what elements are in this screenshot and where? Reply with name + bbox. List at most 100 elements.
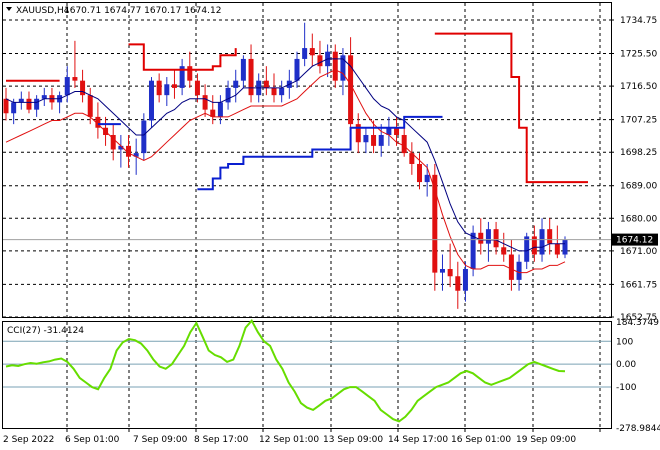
candle-body (340, 55, 346, 81)
candle-body (501, 247, 507, 255)
candle-body (148, 80, 154, 121)
candle-body (34, 98, 40, 110)
candle-body (248, 58, 254, 96)
candle-body (87, 95, 93, 117)
candle-body (348, 55, 354, 125)
candle-body (485, 229, 491, 244)
candle-body (424, 174, 430, 183)
candle-body (141, 120, 147, 154)
cci-series (5, 318, 566, 423)
candle-body (240, 58, 246, 81)
candle-body (394, 127, 400, 135)
candle-body (455, 276, 461, 291)
supertrend-down-line (434, 32, 588, 184)
candle-body (447, 269, 453, 277)
candle-body (126, 145, 132, 157)
indicator-label: CCI(27) -31.4124 (7, 326, 84, 336)
candle-body (432, 174, 438, 273)
candle-body (332, 51, 338, 81)
time-tick-label: 6 Sep 01:00 (65, 435, 120, 445)
collapse-triangle-icon[interactable] (6, 7, 12, 11)
time-tick-label: 16 Sep 01:00 (451, 435, 511, 445)
candle-body (26, 98, 32, 110)
candle-body (562, 240, 568, 255)
grid-main (3, 3, 611, 318)
candle-body (371, 134, 377, 146)
candle-body (302, 48, 308, 59)
candle-body (225, 87, 231, 103)
moving-average-line (5, 58, 565, 252)
price-tick-label: 1707.25 (620, 116, 657, 126)
overlay-lines (5, 32, 588, 274)
cci-levels (3, 340, 611, 388)
candle-body (547, 229, 553, 244)
price-tick-label: 1689.00 (620, 182, 657, 192)
price-tick-label: 1671.00 (620, 247, 657, 257)
candle-body (493, 229, 499, 248)
indicator-tick-label: 0.00 (616, 360, 636, 370)
candle-body (233, 80, 239, 88)
candle-body (164, 84, 170, 96)
candle-body (41, 95, 47, 99)
candle-body (179, 66, 185, 88)
candle-body (478, 232, 484, 244)
candle-body (401, 134, 407, 154)
supertrend-down-line (128, 43, 237, 71)
supertrend-up-line (197, 115, 443, 191)
candle-body (171, 84, 177, 88)
candle-body (64, 77, 70, 96)
indicator-panel (2, 321, 612, 429)
price-tick-label: 1698.25 (620, 148, 657, 158)
candle-body (72, 77, 78, 81)
indicator-tick-label: 184.3749 (616, 318, 659, 328)
price-tick-label: 1716.50 (620, 82, 657, 92)
candle-body (202, 95, 208, 110)
candle-body (279, 87, 285, 96)
price-tag-text: 1674.12 (616, 236, 653, 246)
candle-body (531, 236, 537, 255)
candle-body (95, 116, 101, 128)
candle-body (386, 127, 392, 135)
time-tick-label: 14 Sep 17:00 (388, 435, 448, 445)
candle-body (187, 66, 193, 81)
price-tick-label: 1661.75 (620, 280, 657, 290)
time-tick-label: 13 Sep 09:00 (323, 435, 383, 445)
candle-body (80, 80, 86, 96)
candle-body (271, 87, 277, 96)
time-tick-label: 19 Sep 09:00 (516, 435, 576, 445)
header: XAUUSD,H4 1670.71 1674.77 1670.17 1674.1… (6, 6, 221, 16)
price-axis: 1734.75 1725.50 1716.50 1707.25 1698.25 1689.… (611, 16, 657, 323)
candle-body (18, 98, 24, 103)
candle-body (317, 55, 323, 67)
candle-body (524, 236, 530, 262)
candle-body (210, 109, 216, 117)
candle-body (355, 124, 361, 143)
price-tick-label: 1725.50 (620, 50, 657, 60)
candle-body (378, 134, 384, 146)
candle-body (156, 80, 162, 96)
price-tick-label: 1652.75 (620, 313, 657, 323)
candle-body (217, 102, 223, 117)
cci-line (5, 318, 566, 423)
candle-body (363, 134, 369, 143)
time-tick-label: 8 Sep 17:00 (194, 435, 249, 445)
time-tick-label: 7 Sep 09:00 (133, 435, 188, 445)
indicator-tick-label: -100 (616, 383, 637, 393)
price-tick-label: 1680.00 (620, 214, 657, 224)
candle-body (118, 145, 124, 150)
candle-body (554, 243, 560, 255)
candle-body (11, 102, 17, 114)
symbol-label: XAUUSD,H4 (16, 6, 70, 16)
time-tick-label: 2 Sep 2022 (3, 435, 54, 445)
candle-body (409, 153, 415, 164)
ohlc-label: 1670.71 1674.77 1670.17 1674.12 (64, 6, 221, 16)
price-tag (612, 233, 658, 246)
candle-body (294, 58, 300, 81)
candle-body (133, 153, 139, 157)
time-axis: 2 Sep 2022 6 Sep 01:00 7 Sep 09:00 8 Sep 17… (3, 428, 601, 445)
candle-body (462, 269, 468, 291)
price-tick-label: 1734.75 (620, 16, 657, 26)
indicator-tick-label: -278.9844 (616, 424, 660, 434)
candle-body (309, 48, 315, 56)
